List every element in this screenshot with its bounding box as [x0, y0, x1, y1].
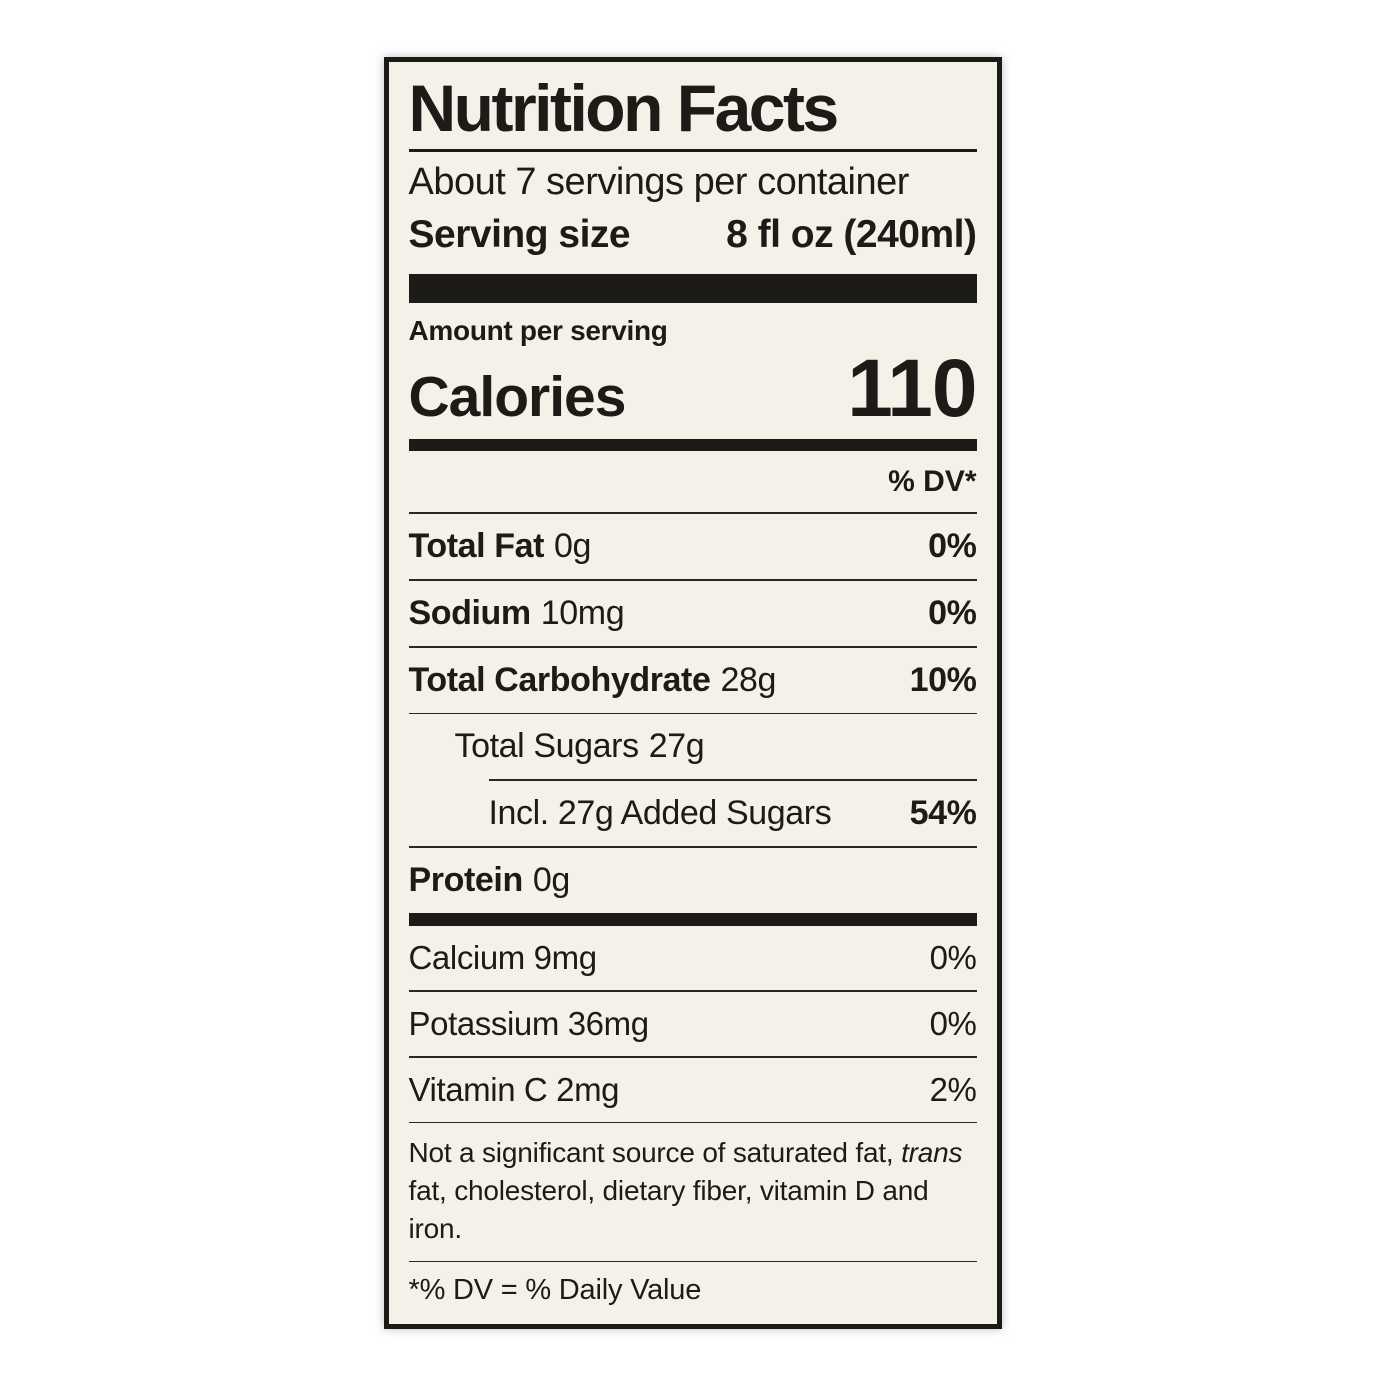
micronutrient-name: Vitamin C 2mg	[408, 1070, 620, 1108]
micronutrient-row-potassium: Potassium 36mg 0%	[409, 992, 977, 1056]
divider	[408, 1121, 977, 1124]
nutrient-row-added-sugars: Incl. 27g Added Sugars 54%	[409, 781, 977, 846]
nutrient-row-total-fat: Total Fat 0g 0%	[409, 514, 977, 579]
calories-label: Calories	[408, 365, 627, 430]
calories-value: 110	[847, 343, 977, 435]
footnote-text: fat, cholesterol, dietary fiber, vitamin…	[408, 1175, 929, 1244]
nutrition-facts-label: Nutrition Facts About 7 servings per con…	[383, 56, 1002, 1329]
micronutrient-row-vitamin-c: Vitamin C 2mg 2%	[409, 1058, 977, 1122]
divider	[408, 846, 977, 848]
nutrient-amount: 10mg	[540, 593, 625, 632]
micronutrient-name: Calcium 9mg	[408, 939, 598, 977]
divider	[408, 990, 977, 992]
nutrient-dv: 0%	[928, 593, 977, 632]
serving-size-row: Serving size 8 fl oz (240ml)	[408, 213, 978, 258]
nutrient-amount: 0g	[532, 860, 570, 899]
nutrient-dv: 10%	[909, 660, 977, 699]
nutrient-amount: 28g	[720, 660, 777, 699]
nutrient-dv: 0%	[928, 527, 977, 566]
percent-dv-header: % DV*	[888, 465, 977, 499]
not-significant-source-note: Not a significant source of saturated fa…	[409, 1123, 977, 1260]
nutrient-name: Total Fat	[408, 527, 545, 566]
amount-per-serving-label: Amount per serving	[408, 315, 668, 347]
footnote-text: Not a significant source of saturated fa…	[408, 1137, 902, 1169]
nutrient-amount: 27g	[648, 727, 705, 766]
micronutrient-dv: 2%	[929, 1070, 977, 1108]
nutrient-name: Sodium	[408, 593, 532, 632]
divider-partial	[488, 779, 977, 782]
divider	[408, 579, 977, 581]
nutrient-name: Total Sugars	[454, 727, 640, 766]
daily-value-definition: *% DV = % Daily Value	[408, 1274, 702, 1307]
nutrient-row-protein: Protein 0g	[409, 848, 977, 913]
nutrient-row-sodium: Sodium 10mg 0%	[409, 581, 977, 646]
micronutrient-dv: 0%	[929, 939, 977, 977]
micronutrient-row-calcium: Calcium 9mg 0%	[409, 926, 977, 990]
divider	[408, 712, 977, 715]
divider	[408, 1260, 977, 1263]
separator-bar-medium	[408, 439, 977, 452]
micronutrient-dv: 0%	[929, 1004, 977, 1042]
divider	[408, 645, 977, 648]
servings-per-container: About 7 servings per container	[408, 160, 910, 203]
nutrient-amount: 0g	[554, 527, 592, 566]
micronutrient-name: Potassium 36mg	[408, 1004, 650, 1042]
divider	[408, 512, 977, 515]
footnote-trans-italic: trans	[901, 1137, 963, 1169]
nutrient-name: Incl. 27g Added Sugars	[488, 794, 832, 833]
separator-bar-protein	[408, 912, 977, 927]
nutrient-row-total-sugars: Total Sugars 27g	[409, 714, 977, 779]
separator-bar-thick	[408, 274, 977, 304]
title-rule	[408, 149, 977, 152]
nutrient-name: Total Carbohydrate	[408, 660, 711, 699]
nutrient-name: Protein	[408, 860, 524, 899]
serving-size-value: 8 fl oz (240ml)	[726, 213, 977, 257]
divider	[408, 1055, 977, 1058]
nutrient-row-total-carbohydrate: Total Carbohydrate 28g 10%	[409, 648, 977, 713]
label-title: Nutrition Facts	[408, 70, 840, 145]
serving-size-label: Serving size	[408, 213, 631, 257]
calories-row: Calories 110	[408, 343, 978, 435]
nutrient-dv: 54%	[909, 794, 977, 833]
